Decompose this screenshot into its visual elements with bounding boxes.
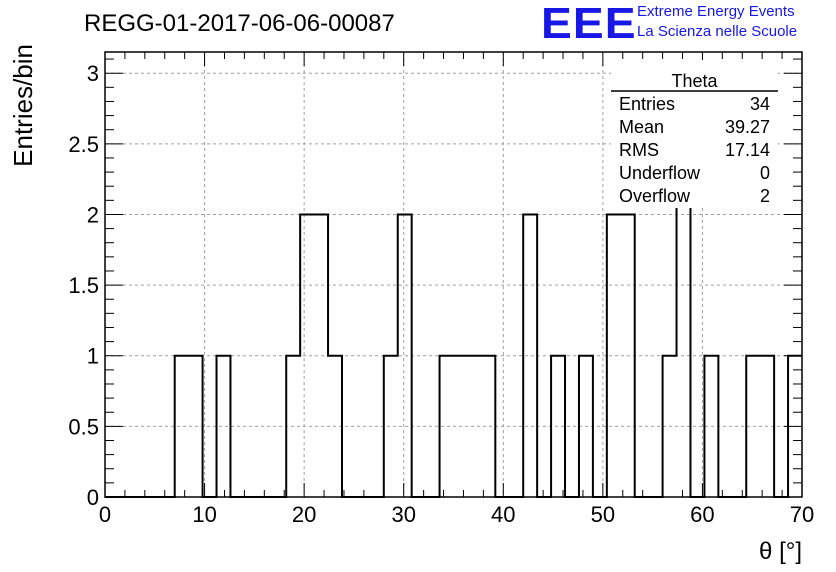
x-tick-label: 0 [99, 502, 111, 527]
plot-frame [104, 51, 803, 498]
eee-logo: EEE [541, 0, 637, 48]
y-tick-label: 0 [87, 485, 99, 510]
y-tick-label: 1.5 [68, 273, 99, 298]
stats-row-value: 34 [750, 94, 770, 114]
stats-row-label: Underflow [619, 163, 701, 183]
x-tick-label: 70 [790, 502, 814, 527]
stats-row-value: 0 [760, 163, 770, 183]
stats-row-label: Mean [619, 117, 664, 137]
plot-border [104, 51, 803, 498]
brand-line-2: La Scienza nelle Scuole [637, 23, 798, 40]
y-axis-label: Entries/bin [8, 44, 38, 167]
x-tick-label: 40 [491, 502, 515, 527]
y-tick-label: 3 [87, 61, 99, 86]
y-tick-label: 0.5 [68, 414, 99, 439]
histogram-title: REGG-01-2017-06-06-00087 [84, 10, 395, 37]
brand-line-1: Extreme Energy Events [637, 3, 795, 20]
stats-row-value: 39.27 [725, 117, 770, 137]
y-tick-label: 2.5 [68, 132, 99, 157]
x-axis-label: θ [°] [759, 538, 802, 565]
x-tick-label: 60 [690, 502, 714, 527]
stats-box-background [611, 60, 778, 208]
x-tick-label: 50 [591, 502, 615, 527]
stats-row-value: 2 [760, 186, 770, 206]
x-tick-label: 20 [292, 502, 316, 527]
stats-box: Theta Entries 34 Mean 39.27 RMS 17.14 Underflow… [611, 60, 778, 208]
y-tick-label: 2 [87, 202, 99, 227]
y-tick-label: 1 [87, 344, 99, 369]
x-tick-label: 30 [391, 502, 415, 527]
axis-ticks [104, 52, 803, 498]
x-tick-label: 10 [192, 502, 216, 527]
stats-row-value: 17.14 [725, 140, 770, 160]
stats-title: Theta [671, 71, 718, 91]
stats-row-label: RMS [619, 140, 659, 160]
stats-row-label: Overflow [619, 186, 691, 206]
stats-row-label: Entries [619, 94, 675, 114]
